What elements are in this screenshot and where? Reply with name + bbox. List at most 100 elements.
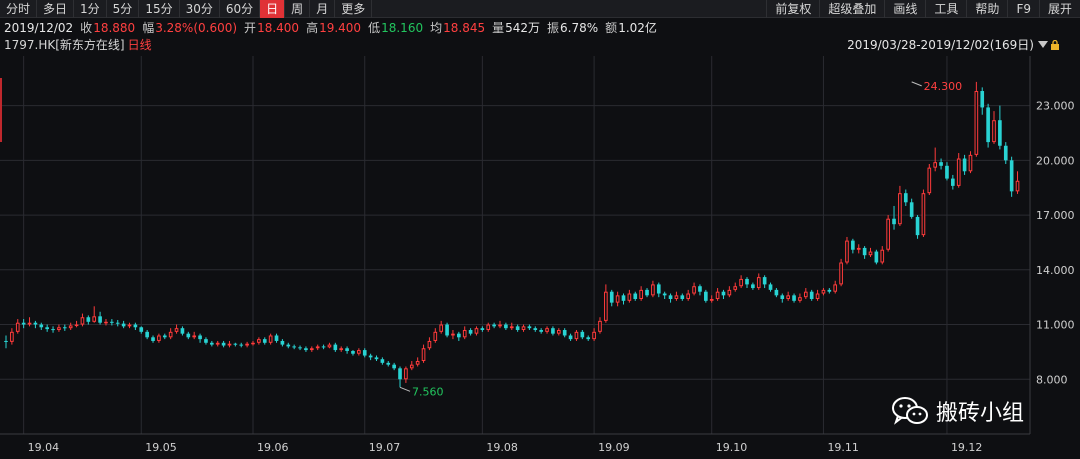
tool-button[interactable]: F9 [1007,0,1039,18]
candle [627,289,632,303]
period-tab[interactable]: 5分 [107,0,140,18]
candle [521,324,526,332]
candle [856,244,861,254]
tool-button[interactable]: 帮助 [966,0,1007,18]
candle [298,345,302,351]
candle [574,330,579,341]
candle [727,286,732,298]
candle [598,317,602,334]
candle [821,288,826,296]
candle [162,333,167,340]
candle [262,337,267,345]
candle [874,249,879,265]
candle [539,328,543,334]
candle [421,344,426,363]
quote-change: 幅 3.28%(0.600) [142,21,238,35]
candle [292,344,296,350]
candle [309,346,314,352]
candle [115,319,120,327]
candle [974,81,979,157]
candle [345,346,349,354]
range-dropdown-icon[interactable] [1038,41,1048,48]
period-tab[interactable]: 多日 [37,0,75,18]
candle [468,328,473,336]
tool-button[interactable]: 展开 [1038,0,1080,18]
candle [280,339,285,347]
candle [580,330,585,340]
candle [486,322,491,332]
y-tick-label: 11.000 [1036,319,1075,332]
tool-button[interactable]: 前复权 [766,0,819,18]
candle [962,154,967,175]
candle [715,288,720,301]
quote-bar: 2019/12/02 收 18.880 幅 3.28%(0.600) 开 18.400… [4,19,657,37]
period-tab[interactable]: 周 [285,0,311,18]
period-tab[interactable]: 日 [260,0,286,18]
candle [615,291,620,307]
candle [915,215,920,239]
tool-button[interactable]: 超级叠加 [819,0,884,18]
candle [933,147,938,172]
period-tab[interactable]: 15分 [139,0,180,18]
candle [851,238,855,254]
candle [357,348,361,356]
candle [21,319,26,329]
candle [980,87,985,115]
candle [145,330,149,340]
candle [815,289,820,301]
candle [474,326,479,336]
candle [39,322,44,331]
candle [445,322,449,338]
candle [86,315,91,325]
candle [333,342,338,352]
period-tab[interactable]: 30分 [180,0,220,18]
candle [845,236,849,265]
candle [368,353,373,361]
candle [51,326,55,333]
quote-amplitude: 振 6.78% [547,21,599,35]
candle [68,322,73,331]
candle [762,275,767,289]
candle [10,328,14,345]
candle [686,289,691,301]
candle [198,333,202,343]
date-range: 2019/03/28-2019/12/02(169日) [847,38,1034,52]
candle [586,335,591,341]
candle [668,293,673,303]
candle [827,288,832,294]
quote-volume: 量 542万 [492,21,541,35]
period-tab[interactable]: 60分 [220,0,261,18]
period-tab[interactable]: 1分 [74,0,107,18]
candle [527,324,532,331]
candle [633,291,638,301]
tool-button[interactable]: 工具 [925,0,966,18]
watermark: 搬砖小组 [890,394,1024,428]
candle [1003,142,1008,164]
candle [721,289,726,299]
candle [604,284,608,323]
candle [315,344,320,351]
x-tick-label: 19.10 [716,441,748,454]
period-tab[interactable]: 月 [310,0,336,18]
candle [221,340,226,348]
candle [286,342,291,349]
candle [739,275,743,289]
candle [139,326,144,334]
tool-button[interactable]: 画线 [884,0,925,18]
quote-high: 高 19.400 [306,21,362,35]
period-tabs: 分时 多日 1分 5分 15分 30分 60分日周月更多 [0,0,373,18]
chart-title: 1797.HK[新东方在线] 日线 [4,37,152,53]
candle [780,293,785,303]
lock-icon[interactable] [1050,40,1060,50]
x-tick-label: 19.05 [145,441,177,454]
period-tab[interactable]: 分时 [0,0,38,18]
high-annotation: 24.300 [911,80,962,93]
candle [509,322,514,331]
period-tab[interactable]: 更多 [335,0,373,18]
candle [551,326,555,336]
candle [174,324,179,334]
candle [427,337,432,351]
candle [839,258,843,287]
candle [651,280,655,298]
